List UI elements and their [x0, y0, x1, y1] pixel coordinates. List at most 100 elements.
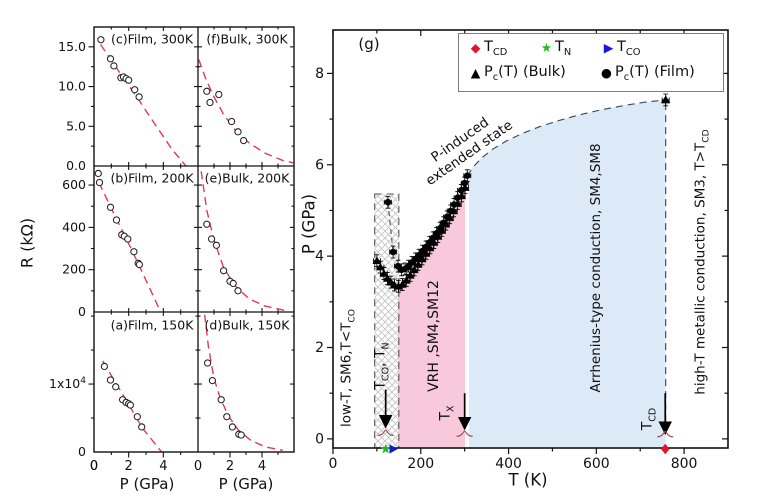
data-point-film [422, 243, 430, 251]
svg-text:800: 800 [671, 456, 698, 472]
main-x-axis-label: T (K) [508, 470, 548, 490]
legend-item-tn: ★ TN [538, 39, 571, 58]
svg-text:15.0: 15.0 [58, 39, 86, 54]
legend-label-tn: TN [555, 39, 572, 58]
region-label-arrhenius: Arrhenius-type conduction, SM4,SM8 [588, 143, 604, 393]
annotation-tco-tn: TCO, TN [372, 342, 392, 390]
tco-triangle-marker [389, 444, 398, 454]
tcd-diamond-marker [660, 443, 670, 455]
data-point-film [443, 213, 451, 221]
mini-panel-d [198, 312, 294, 458]
svg-text:200: 200 [407, 456, 434, 472]
svg-text:2: 2 [315, 340, 324, 356]
mini-panel-c [88, 27, 198, 166]
svg-text:8: 8 [315, 66, 324, 82]
data-point-film [464, 172, 471, 179]
fit-line-c [100, 44, 187, 166]
svg-text:1x104: 1x104 [49, 376, 86, 391]
data-point-a [138, 423, 146, 431]
data-point-film [447, 207, 454, 215]
region-vrh-pink [397, 187, 466, 448]
legend-item-tcd: ◆ TCD [467, 39, 508, 58]
legend-item-pc-film: ● Pc(T) (Film) [598, 64, 695, 83]
legend-label-pc-bulk: Pc(T) (Bulk) [484, 64, 566, 83]
data-point-bulk [379, 269, 389, 277]
data-point-c [125, 76, 133, 84]
data-point-e [234, 287, 242, 295]
data-point-f [227, 117, 236, 126]
phase-diagram [372, 93, 674, 448]
data-point-bulk [413, 260, 423, 268]
tn-star-marker [380, 443, 391, 454]
data-point-bulk [405, 271, 415, 279]
brace-mark [456, 430, 473, 437]
panel-d-label: (d)Bulk, 150K [204, 317, 290, 333]
data-point-d [223, 413, 231, 421]
ticks-f [198, 27, 294, 166]
main-y-axis-label: P (GPa) [299, 193, 319, 255]
hatched-border [374, 193, 400, 448]
boundary-curve [466, 99, 666, 177]
main-axes: 0 200 400 600 800 0 2 4 6 8 [315, 29, 729, 472]
boundary-end-triangle [661, 95, 671, 104]
data-point-e [229, 279, 237, 288]
data-point-film [461, 179, 469, 187]
annotation-tx: TX [437, 405, 457, 421]
data-point-b [130, 248, 138, 256]
data-point-bulk [397, 280, 407, 288]
data-point-bulk [401, 276, 411, 284]
legend: ◆ TCD ★ TN ▶ TCO ▲ Pc(T) (Bulk) ● Pc(T) … [458, 33, 724, 92]
region-arrhenius-blue [469, 99, 666, 448]
svg-text:400: 400 [495, 456, 522, 472]
fit-line-f [198, 59, 294, 164]
svg-text:200: 200 [62, 262, 86, 277]
svg-text:400: 400 [62, 219, 86, 234]
data-point-d [217, 396, 225, 404]
data-point-c [135, 93, 143, 101]
legend-item-pc-bulk: ▲ Pc(T) (Bulk) [467, 64, 566, 83]
data-point-d [208, 376, 217, 385]
data-point-film [457, 187, 465, 194]
data-point-a [112, 383, 120, 391]
data-point-a [100, 362, 109, 371]
data-point-e [212, 241, 221, 249]
data-point-film [436, 225, 444, 232]
svg-text:2: 2 [125, 459, 133, 474]
legend-label-tcd: TCD [484, 39, 508, 58]
data-point-b [135, 260, 144, 269]
mini-panel-a [88, 312, 198, 458]
data-point-b [112, 216, 121, 224]
svg-text:0: 0 [194, 459, 202, 474]
panel-b-label: (b)Film, 200K [110, 170, 194, 186]
region-label-vrh: VRH ,SM4,SM12 [426, 280, 442, 392]
data-point-a [133, 413, 141, 421]
svg-text:0: 0 [315, 431, 324, 447]
ticks-c [88, 27, 198, 166]
data-point-film [389, 248, 397, 256]
fit-line-d [204, 314, 283, 451]
data-point-film [384, 198, 392, 206]
region-label-low-t: low-T, SM6,T<TCO [338, 308, 358, 428]
data-point-c [131, 86, 139, 94]
svg-text:0: 0 [78, 304, 86, 319]
left-y-axis-label: R (kΩ) [17, 217, 37, 269]
svg-text:0: 0 [90, 459, 98, 474]
annotation-tcd: TCD [639, 407, 659, 431]
data-point-d [203, 359, 212, 367]
data-point-film [440, 219, 447, 227]
svg-text:2: 2 [226, 459, 234, 474]
data-point-a [106, 376, 115, 384]
data-point-d [237, 431, 245, 439]
left-x-axis-label-col2: P (GPa) [218, 475, 274, 493]
data-point-e [219, 267, 228, 275]
data-point-film [450, 201, 458, 208]
plot-frame-g [332, 29, 729, 449]
mini-panel-f [198, 27, 294, 166]
triangle-right-icon: ▶ [603, 40, 614, 56]
data-point-f [206, 98, 214, 107]
data-point-film [454, 194, 461, 201]
svg-text:4: 4 [258, 459, 266, 474]
